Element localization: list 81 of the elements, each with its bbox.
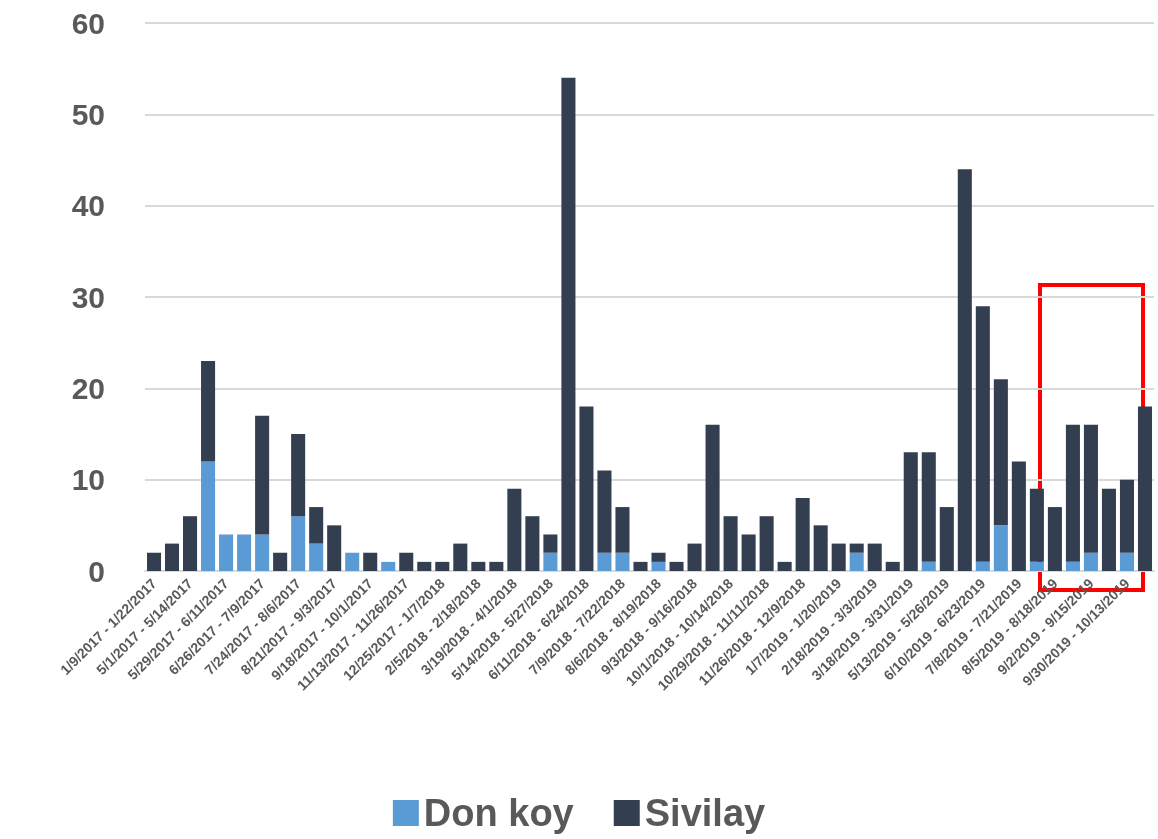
bar [1047, 507, 1062, 571]
bar [597, 470, 612, 553]
bar [435, 561, 450, 571]
y-tick-label: 0 [88, 554, 105, 588]
bar [165, 543, 180, 571]
bar [291, 434, 306, 517]
bar [651, 552, 666, 562]
bar [309, 507, 324, 544]
bar [345, 552, 360, 571]
bar [146, 552, 162, 571]
bar [1083, 552, 1098, 571]
bar [687, 543, 702, 571]
bar [381, 561, 396, 571]
bar [1119, 479, 1134, 553]
bar [777, 561, 792, 571]
bar [471, 561, 486, 571]
bar [633, 561, 648, 571]
y-tick-label: 10 [71, 463, 105, 497]
bar [993, 379, 1008, 526]
bar [327, 525, 342, 571]
bar [363, 552, 378, 571]
bar [1065, 424, 1080, 562]
bar [1083, 424, 1098, 553]
bar [867, 543, 882, 571]
bar [741, 534, 756, 571]
legend-label: Sivilay [644, 792, 766, 834]
bar [723, 516, 738, 571]
bar [201, 461, 216, 571]
bar [399, 552, 414, 571]
bar [1029, 488, 1044, 562]
y-tick-label: 50 [71, 97, 105, 131]
bar [561, 77, 576, 571]
bar [795, 497, 810, 571]
bar [1119, 552, 1134, 571]
bar [885, 561, 900, 571]
bar [615, 507, 630, 553]
bar [309, 543, 324, 571]
bar [201, 360, 216, 462]
bar [615, 552, 630, 571]
bar [975, 306, 990, 562]
bar [1101, 488, 1116, 571]
y-tick-label: 40 [71, 189, 105, 223]
y-tick-label: 20 [71, 371, 105, 405]
bar [759, 516, 774, 571]
bar [183, 516, 198, 571]
bar [903, 452, 918, 571]
bar [993, 525, 1008, 571]
bar [597, 552, 612, 571]
legend-label: Don koy [423, 792, 574, 834]
bar [939, 507, 954, 571]
bar [921, 452, 936, 562]
bar [849, 543, 864, 553]
bar [255, 534, 270, 571]
bar [543, 534, 558, 553]
bar [219, 534, 234, 571]
bar [579, 406, 594, 571]
bar [417, 561, 432, 571]
y-tick-label: 30 [71, 280, 105, 314]
bar [705, 424, 720, 571]
bar [543, 552, 558, 571]
bar [921, 561, 936, 571]
bar [489, 561, 504, 571]
bar [651, 561, 666, 571]
bar [453, 543, 468, 571]
bar [1029, 561, 1044, 571]
bar [849, 552, 864, 571]
bar [291, 516, 306, 571]
bar [1137, 406, 1153, 571]
bar [525, 516, 540, 571]
bar [975, 561, 990, 571]
bar [255, 415, 270, 535]
y-tick-label: 60 [71, 6, 105, 40]
bar [831, 543, 846, 571]
bar [669, 561, 684, 571]
bar [237, 534, 252, 571]
bar [273, 552, 288, 571]
bar [1065, 561, 1080, 571]
bar [507, 488, 522, 571]
bar [957, 169, 972, 571]
bar [1011, 461, 1026, 571]
bar [813, 525, 828, 571]
